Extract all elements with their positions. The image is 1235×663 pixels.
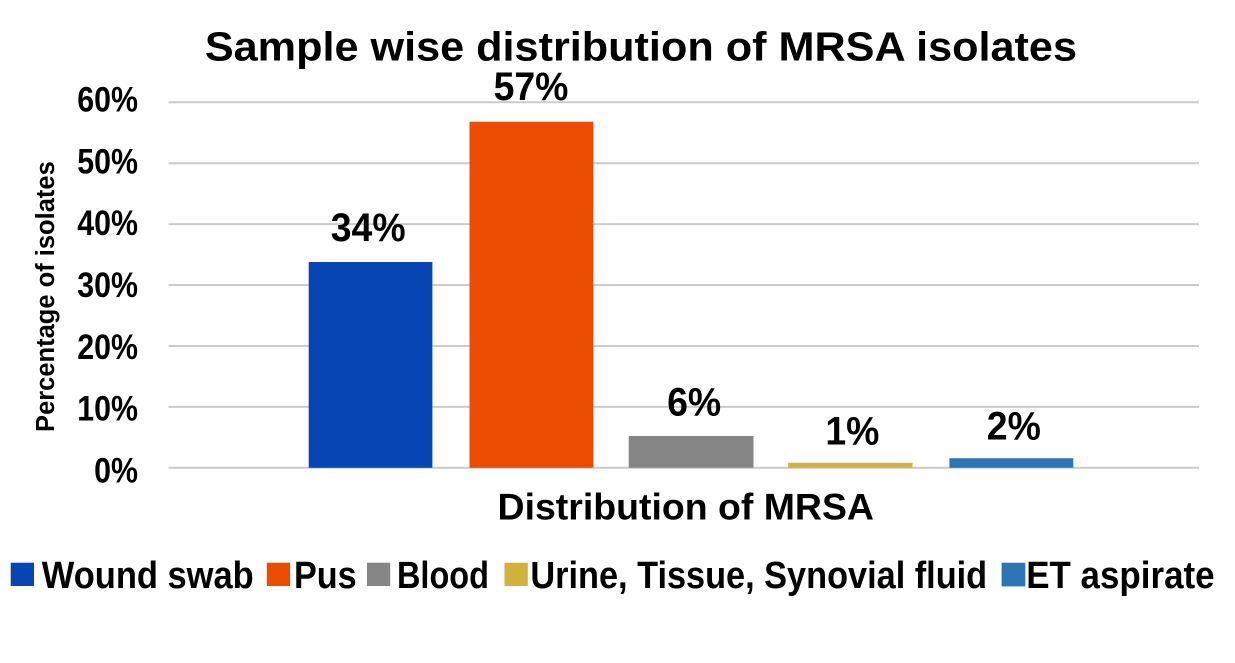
svg-text:2%: 2% — [987, 404, 1041, 448]
svg-text:Percentage of isolates: Percentage of isolates — [32, 161, 60, 432]
svg-text:40%: 40% — [77, 203, 138, 243]
svg-text:50%: 50% — [77, 141, 138, 181]
svg-text:Wound swab: Wound swab — [42, 553, 254, 596]
svg-text:Urine, Tissue, Synovial fluid: Urine, Tissue, Synovial fluid — [530, 553, 987, 596]
svg-text:10%: 10% — [77, 389, 138, 429]
svg-text:6%: 6% — [667, 380, 721, 424]
svg-text:30%: 30% — [77, 265, 138, 305]
svg-text:34%: 34% — [331, 206, 406, 250]
svg-text:1%: 1% — [825, 409, 879, 453]
svg-text:Blood: Blood — [397, 555, 489, 597]
svg-text:Pus: Pus — [294, 553, 357, 596]
svg-text:20%: 20% — [77, 327, 138, 367]
svg-text:57%: 57% — [494, 65, 569, 109]
svg-text:Sample wise distribution of MR: Sample wise distribution of MRSA isolate… — [205, 23, 1077, 69]
svg-text:60%: 60% — [77, 80, 138, 120]
svg-text:ET aspirate: ET aspirate — [1026, 554, 1214, 597]
svg-text:Distribution of MRSA: Distribution of MRSA — [498, 486, 874, 528]
svg-text:0%: 0% — [94, 450, 138, 490]
